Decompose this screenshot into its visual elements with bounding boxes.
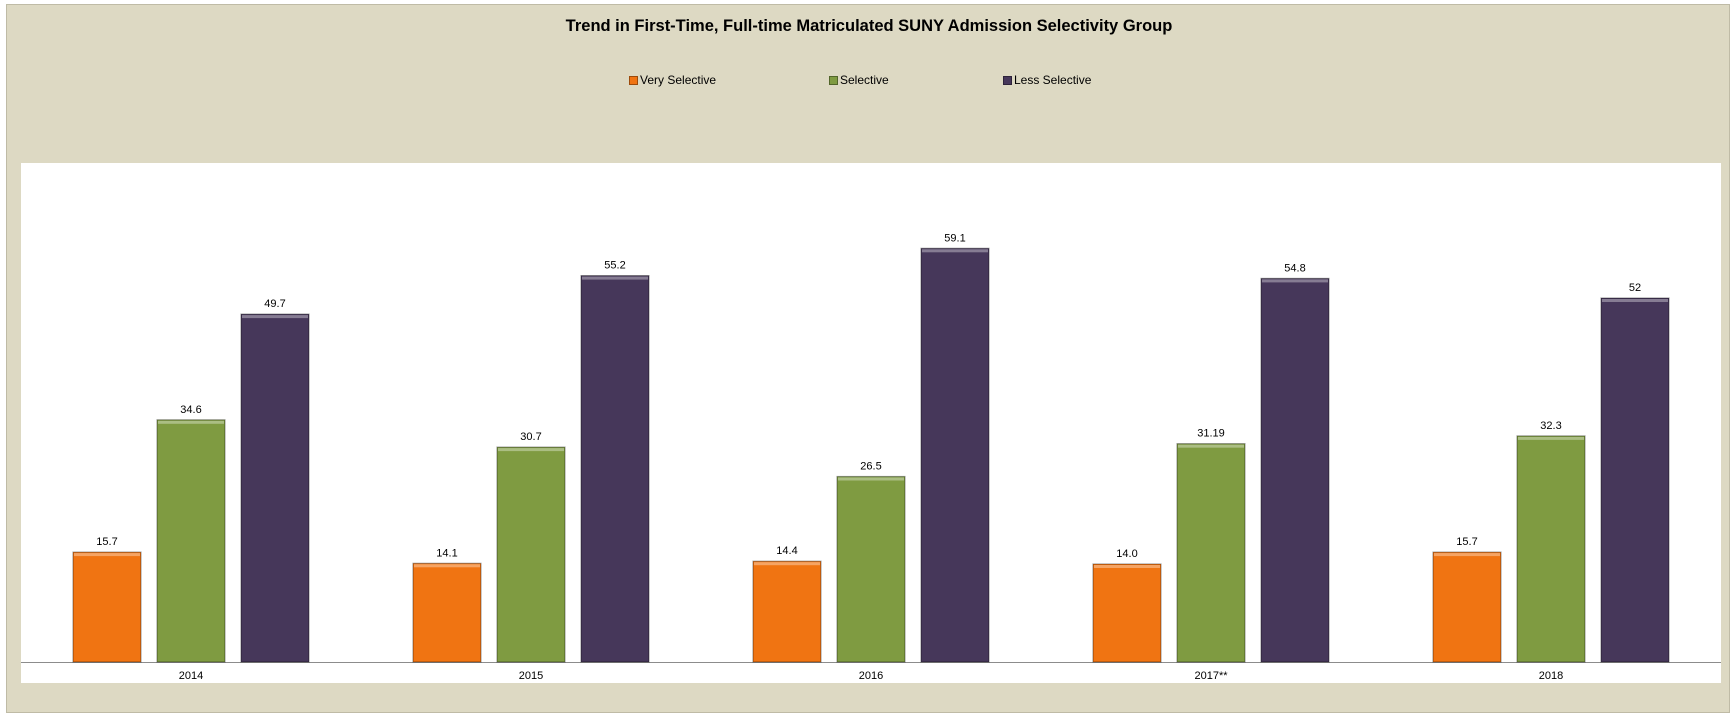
legend-label-very-selective: Very Selective (640, 73, 717, 87)
x-tick-label: 2014 (179, 670, 203, 682)
data-label: 31.19 (1197, 428, 1225, 440)
bar-top-highlight (1602, 299, 1668, 302)
bar-top-highlight (158, 420, 224, 424)
bar-less-selective-2017 (1260, 277, 1330, 663)
bar-very-selective-2018 (1432, 551, 1502, 663)
data-label: 14.4 (776, 545, 797, 557)
legend-item-less-selective: Less Selective (1003, 73, 1091, 87)
bar-less-selective-2015 (580, 274, 650, 663)
bar-chart: 15.7 34.6 49.7 2014 14.1 30.7 55.2 2015 14.4 26.5… (21, 232, 1721, 682)
legend-label-less-selective: Less Selective (1014, 73, 1092, 87)
data-label: 54.8 (1284, 262, 1305, 274)
data-label: 59.1 (944, 232, 965, 244)
bar-top-highlight (74, 553, 140, 557)
bar-top-highlight (838, 477, 904, 481)
legend-swatch-selective (829, 75, 838, 85)
bar-less-selective-2018 (1600, 297, 1670, 663)
plot-area: 15.7 34.6 49.7 2014 14.1 30.7 55.2 2015 14.4 26.5… (21, 163, 1721, 683)
x-tick-label: 2015 (519, 670, 543, 682)
bar-top-highlight (1262, 279, 1328, 283)
data-label: 32.3 (1540, 420, 1561, 432)
bar-top-highlight (582, 276, 648, 280)
data-label: 15.7 (96, 536, 117, 548)
data-label: 34.6 (180, 404, 201, 416)
bar-less-selective-2016 (920, 247, 990, 663)
bar-very-selective-2015 (412, 562, 482, 663)
bar-top-highlight (1518, 436, 1584, 440)
bar-selective-2018 (1516, 435, 1586, 663)
chart-title: Trend in First-Time, Full-time Matricula… (565, 17, 1173, 35)
bar-top-highlight (1178, 444, 1244, 448)
bar-selective-2014 (156, 419, 226, 663)
data-label: 52 (1629, 282, 1641, 294)
bar-top-highlight (242, 315, 308, 319)
bar-top-highlight (922, 249, 988, 253)
bar-selective-2016 (836, 475, 906, 663)
legend-swatch-very-selective (629, 75, 638, 85)
data-label: 14.0 (1116, 548, 1137, 560)
data-label: 15.7 (1456, 536, 1477, 548)
data-label: 14.1 (436, 547, 457, 559)
data-label: 49.7 (264, 298, 285, 310)
legend-swatch-less-selective (1003, 75, 1012, 85)
data-label: 55.2 (604, 260, 625, 272)
x-tick-label: 2016 (859, 670, 883, 682)
legend-label-selective: Selective (840, 73, 889, 87)
bar-top-highlight (414, 564, 480, 568)
legend-item-very-selective: Very Selective (629, 73, 716, 87)
bar-selective-2017 (1176, 443, 1246, 663)
bar-very-selective-2016 (752, 560, 822, 663)
bar-top-highlight (1434, 553, 1500, 557)
data-label: 26.5 (860, 461, 881, 473)
x-tick-label: 2018 (1539, 670, 1563, 682)
bar-very-selective-2017 (1092, 563, 1162, 663)
legend-item-selective: Selective (829, 73, 889, 87)
bar-top-highlight (1094, 565, 1160, 568)
legend: Very Selective Selective Less Selective (7, 73, 1731, 93)
bar-top-highlight (754, 562, 820, 566)
bar-very-selective-2014 (72, 551, 142, 663)
chart-frame: Trend in First-Time, Full-time Matricula… (6, 4, 1730, 713)
bar-selective-2015 (496, 446, 566, 663)
data-label: 30.7 (520, 431, 541, 443)
bar-less-selective-2014 (240, 313, 310, 663)
x-tick-label: 2017** (1194, 670, 1228, 682)
bar-top-highlight (498, 448, 564, 452)
